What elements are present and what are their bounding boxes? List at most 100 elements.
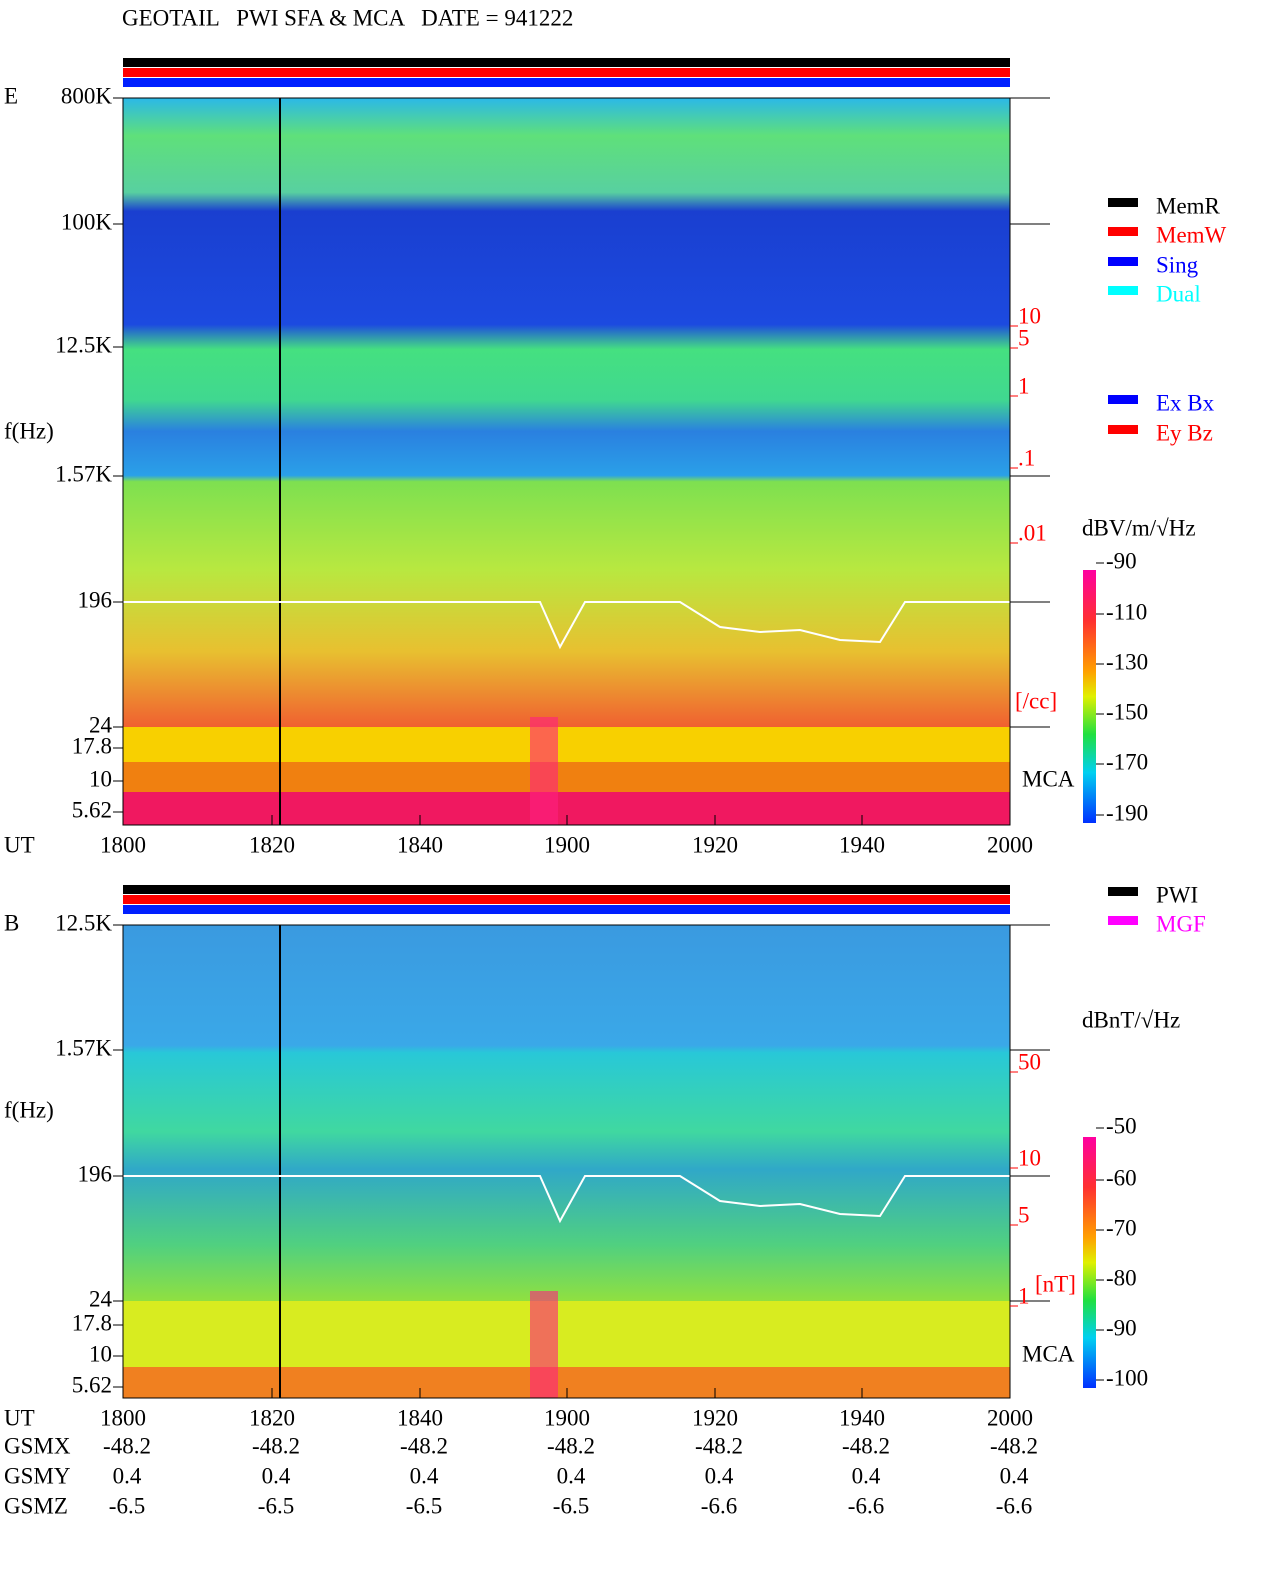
density-unit: [/cc] — [1015, 688, 1057, 713]
status-bar — [123, 895, 1010, 904]
colorbar-tick-label: -130 — [1106, 649, 1148, 674]
status-bar — [123, 68, 1010, 77]
time-tick-label: 1900 — [544, 832, 590, 857]
mca-label: MCA — [1022, 1341, 1075, 1366]
freq-tick-label: 24 — [89, 712, 113, 737]
density-tick-label: 5 — [1018, 325, 1030, 350]
freq-tick-label: 196 — [78, 1161, 113, 1186]
freq-tick-label: 17.8 — [72, 733, 112, 758]
legend-label: Sing — [1156, 252, 1199, 277]
legend-label: MemW — [1156, 222, 1227, 247]
orbit-label: GSMZ — [4, 1493, 68, 1518]
orbit-value: -48.2 — [252, 1433, 300, 1458]
colorbar-tick-label: -50 — [1106, 1113, 1137, 1138]
orbit-value: 0.4 — [262, 1463, 291, 1488]
freq-tick-label: 800K — [61, 83, 113, 108]
freq-tick-label: 1.57K — [55, 1035, 112, 1060]
spectrogram — [123, 98, 1010, 727]
colorbar — [1083, 570, 1096, 823]
colorbar-tick-label: -60 — [1106, 1165, 1137, 1190]
density-tick-label: 10 — [1018, 1145, 1041, 1170]
legend-label: MemR — [1156, 193, 1221, 218]
mca-label: MCA — [1022, 766, 1075, 791]
density-tick-label: .1 — [1018, 445, 1035, 470]
colorbar-tick-label: -150 — [1106, 699, 1148, 724]
orbit-value: -48.2 — [547, 1433, 595, 1458]
freq-tick-label: 100K — [61, 209, 113, 234]
colorbar-tick-label: -90 — [1106, 1315, 1137, 1340]
freq-tick-label: 12.5K — [55, 910, 112, 935]
time-label: UT — [4, 832, 35, 857]
orbit-value: 0.4 — [557, 1463, 586, 1488]
time-tick-label: 1800 — [100, 832, 146, 857]
time-tick-label: 1840 — [397, 832, 443, 857]
time-tick-label: 1820 — [249, 1405, 295, 1430]
time-tick-label: 1940 — [839, 1405, 885, 1430]
event-band — [530, 717, 558, 825]
time-tick-label: 1840 — [397, 1405, 443, 1430]
orbit-value: -6.6 — [701, 1493, 737, 1518]
density-tick-label: 5 — [1018, 1202, 1030, 1227]
orbit-value: -6.5 — [258, 1493, 294, 1518]
orbit-value: -6.6 — [848, 1493, 884, 1518]
plasma-line — [123, 601, 1010, 650]
density-tick-label: 10 — [1018, 303, 1041, 328]
freq-axis-label: f(Hz) — [4, 1097, 54, 1122]
freq-tick-label: 24 — [89, 1286, 113, 1311]
orbit-value: -48.2 — [400, 1433, 448, 1458]
legend-label: Ex Bx — [1156, 390, 1215, 415]
orbit-value: -6.5 — [553, 1493, 589, 1518]
freq-tick-label: 5.62 — [72, 1372, 112, 1397]
time-tick-label: 1920 — [692, 1405, 738, 1430]
orbit-value: -48.2 — [842, 1433, 890, 1458]
time-tick-label: 1900 — [544, 1405, 590, 1430]
colorbar-unit: dBV/m/√Hz — [1082, 515, 1196, 540]
colorbar-tick-label: -100 — [1106, 1365, 1148, 1390]
status-bar — [123, 58, 1010, 67]
freq-tick-label: 5.62 — [72, 797, 112, 822]
freq-tick-label: 1.57K — [55, 461, 112, 486]
colorbar-unit: dBnT/√Hz — [1082, 1007, 1180, 1032]
density-tick-label: 1 — [1018, 373, 1030, 398]
colorbar-tick-label: -80 — [1106, 1265, 1137, 1290]
freq-tick-label: 17.8 — [72, 1310, 112, 1335]
legend-label: Ey Bz — [1156, 420, 1213, 445]
time-label: UT — [4, 1405, 35, 1430]
legend-swatch — [1108, 916, 1138, 925]
legend-swatch — [1108, 286, 1138, 295]
orbit-value: -48.2 — [103, 1433, 151, 1458]
freq-tick-label: 10 — [89, 766, 112, 791]
time-tick-label: 1820 — [249, 832, 295, 857]
freq-tick-label: 10 — [89, 1341, 112, 1366]
spectrogram — [123, 925, 1010, 1301]
orbit-label: GSMX — [4, 1433, 71, 1458]
colorbar-tick-label: -110 — [1106, 599, 1147, 624]
plasma-line — [123, 1175, 1010, 1224]
legend-swatch — [1108, 425, 1138, 434]
orbit-value: -48.2 — [695, 1433, 743, 1458]
title: GEOTAIL PWI SFA & MCA DATE = 941222 — [122, 5, 573, 30]
colorbar-tick-label: -170 — [1106, 749, 1148, 774]
time-tick-label: 2000 — [987, 832, 1033, 857]
legend-label: Dual — [1156, 281, 1201, 306]
orbit-value: 0.4 — [852, 1463, 881, 1488]
orbit-value: 0.4 — [1000, 1463, 1029, 1488]
legend-label: PWI — [1156, 882, 1198, 907]
density-tick-label: .01 — [1018, 520, 1047, 545]
orbit-label: GSMY — [4, 1463, 71, 1488]
time-tick-label: 1940 — [839, 832, 885, 857]
freq-tick-label: 196 — [78, 587, 113, 612]
orbit-value: 0.4 — [410, 1463, 439, 1488]
freq-axis-label: f(Hz) — [4, 418, 54, 443]
density-tick-label: 1 — [1018, 1283, 1030, 1308]
legend-swatch — [1108, 257, 1138, 266]
orbit-value: 0.4 — [705, 1463, 734, 1488]
event-band — [530, 1291, 558, 1398]
mca-band — [123, 727, 1010, 762]
mca-band — [123, 762, 1010, 792]
orbit-value: -48.2 — [990, 1433, 1038, 1458]
orbit-value: -6.5 — [109, 1493, 145, 1518]
time-tick-label: 1800 — [100, 1405, 146, 1430]
status-bar — [123, 885, 1010, 894]
panel-label: E — [4, 83, 18, 108]
